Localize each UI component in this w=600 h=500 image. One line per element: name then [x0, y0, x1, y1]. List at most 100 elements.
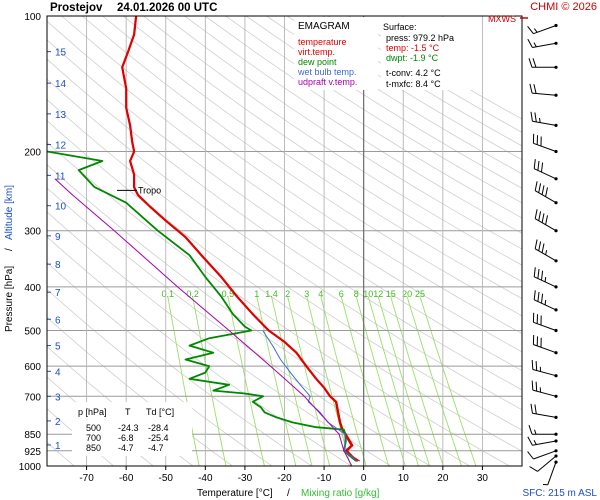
wind-barb: [533, 159, 558, 181]
wind-barb-flag: [541, 293, 544, 304]
pressure-tick-label: 850: [24, 430, 41, 441]
wind-barb-flag: [537, 268, 540, 279]
mixing-ratio-line: [367, 296, 419, 466]
x-tick-label: -70: [79, 473, 94, 484]
wind-barb-staff: [537, 455, 557, 472]
sfc-label: SFC: 215 m ASL: [523, 488, 598, 499]
pressure-tick-label: 400: [24, 283, 41, 294]
wind-barb-flag: [529, 466, 538, 472]
x-tick-label: 30: [477, 473, 489, 484]
wind-barb-station: [554, 351, 558, 355]
pressure-tick-label: 700: [24, 392, 41, 403]
x-tick-label: -10: [317, 473, 332, 484]
altitude-tick-label: 6: [55, 315, 61, 326]
altitude-tick-label: 1: [55, 441, 61, 452]
wind-barb-flag: [529, 83, 533, 94]
mixing-ratio-line: [287, 296, 331, 466]
dry-adiabat: [225, 16, 522, 204]
wind-barb: [542, 460, 558, 486]
mixing-ratio-label: 10: [363, 289, 373, 299]
legend-virtual-temperature: virt.temp.: [298, 47, 335, 57]
wind-barb-flag: [527, 436, 533, 446]
table-cell: -24.3: [118, 423, 139, 433]
wind-barb: [534, 239, 558, 263]
wind-barb: [531, 359, 558, 378]
wind-barb: [529, 454, 558, 472]
mixing-ratio-label: 20: [402, 289, 412, 299]
altitude-tick-label: 12: [55, 141, 67, 152]
plot-frame: [46, 15, 523, 467]
mixing-ratio-label: 12: [373, 289, 383, 299]
legend-title: EMAGRAM: [298, 21, 350, 32]
wind-barb-staff: [532, 412, 557, 418]
table-cell: -25.4: [148, 433, 169, 443]
altitude-tick-label: 13: [55, 110, 67, 121]
mixing-ratio-label: 0.2: [186, 289, 199, 299]
mixing-ratio-label: 3: [304, 289, 309, 299]
mixing-ratio-label: 15: [386, 289, 396, 299]
wind-barb: [529, 83, 558, 97]
table-header-pressure: p [hPa]: [78, 407, 107, 417]
wind-barb-staff: [532, 440, 557, 446]
surface-tmxfc: t-mxfc: 8.4 °C: [386, 79, 441, 89]
wind-barb-staff: [547, 461, 557, 485]
wind-barb-flag: [530, 111, 533, 122]
table-cell: -6.8: [118, 433, 134, 443]
wind-barb-station: [554, 328, 558, 333]
wind-barb-station: [554, 41, 558, 45]
wind-barb-flag: [534, 239, 538, 249]
table-cell: -28.4: [148, 423, 169, 433]
x-tick-label: 10: [398, 473, 410, 484]
altitude-tick-label: 8: [55, 260, 61, 271]
wind-barb-station: [554, 415, 558, 419]
wind-barb-station: [554, 460, 558, 464]
wind-barb-staff: [533, 276, 557, 288]
surface-dewpoint: dwpt: -1.9 °C: [386, 53, 439, 63]
mixing-ratio-lines: 0.1 0.2 0.5 1 1.4 2 3 4 6 8 10 12 15 20 25: [162, 289, 477, 466]
wet-bulb-line: [262, 330, 358, 462]
x-tick-label: -50: [159, 473, 174, 484]
altitude-tick-label: 3: [55, 392, 61, 403]
tropopause-label: Tropo: [138, 185, 161, 195]
surface-box: [381, 17, 477, 90]
wind-barb: [528, 425, 558, 436]
wind-barb-flag: [535, 361, 538, 371]
wind-barb-staff: [532, 389, 557, 397]
mxws-label: MXWS: [488, 14, 516, 24]
altitude-tick-label: 7: [55, 288, 61, 299]
surface-title: Surface:: [383, 22, 417, 32]
pressure-tick-label: 100: [24, 12, 41, 23]
mixing-ratio-label: 1.4: [265, 289, 278, 299]
wind-barb-staff: [533, 450, 557, 460]
wind-barb: [533, 267, 558, 289]
data-series: [47, 16, 361, 466]
station-name: Prostejov: [50, 2, 103, 14]
wind-barb-flag: [534, 404, 537, 414]
x-axis-title: Temperature [°C]: [197, 488, 273, 499]
surface-tconv: t-conv: 4.2 °C: [386, 68, 441, 78]
wind-barb-station: [554, 432, 558, 436]
x-tick-label: -60: [119, 473, 134, 484]
table-cell: 700: [86, 433, 101, 443]
dry-adiabats: [47, 16, 522, 466]
wind-barb-staff: [532, 120, 557, 126]
wind-barb-half-flag: [534, 429, 537, 435]
wind-barb-station: [554, 229, 558, 233]
wind-barb: [533, 290, 558, 312]
pressure-tick-label: 300: [24, 227, 41, 238]
wind-barb-station: [554, 374, 558, 378]
mixing-ratio-line: [271, 296, 313, 466]
table-cell: -4.7: [118, 443, 134, 453]
wind-barb-station: [554, 93, 558, 97]
dry-adiabat: [47, 78, 522, 411]
wind-barb: [531, 380, 558, 398]
wind-barb-staff: [533, 25, 557, 35]
mixing-ratio-line: [256, 296, 297, 466]
wind-barb: [534, 181, 558, 205]
wind-barb-flag: [541, 213, 545, 223]
mixing-ratio-line: [406, 296, 462, 466]
wind-barb-half-flag: [533, 440, 537, 445]
wind-barb-flag: [528, 58, 533, 68]
wind-barb-station: [554, 201, 558, 205]
